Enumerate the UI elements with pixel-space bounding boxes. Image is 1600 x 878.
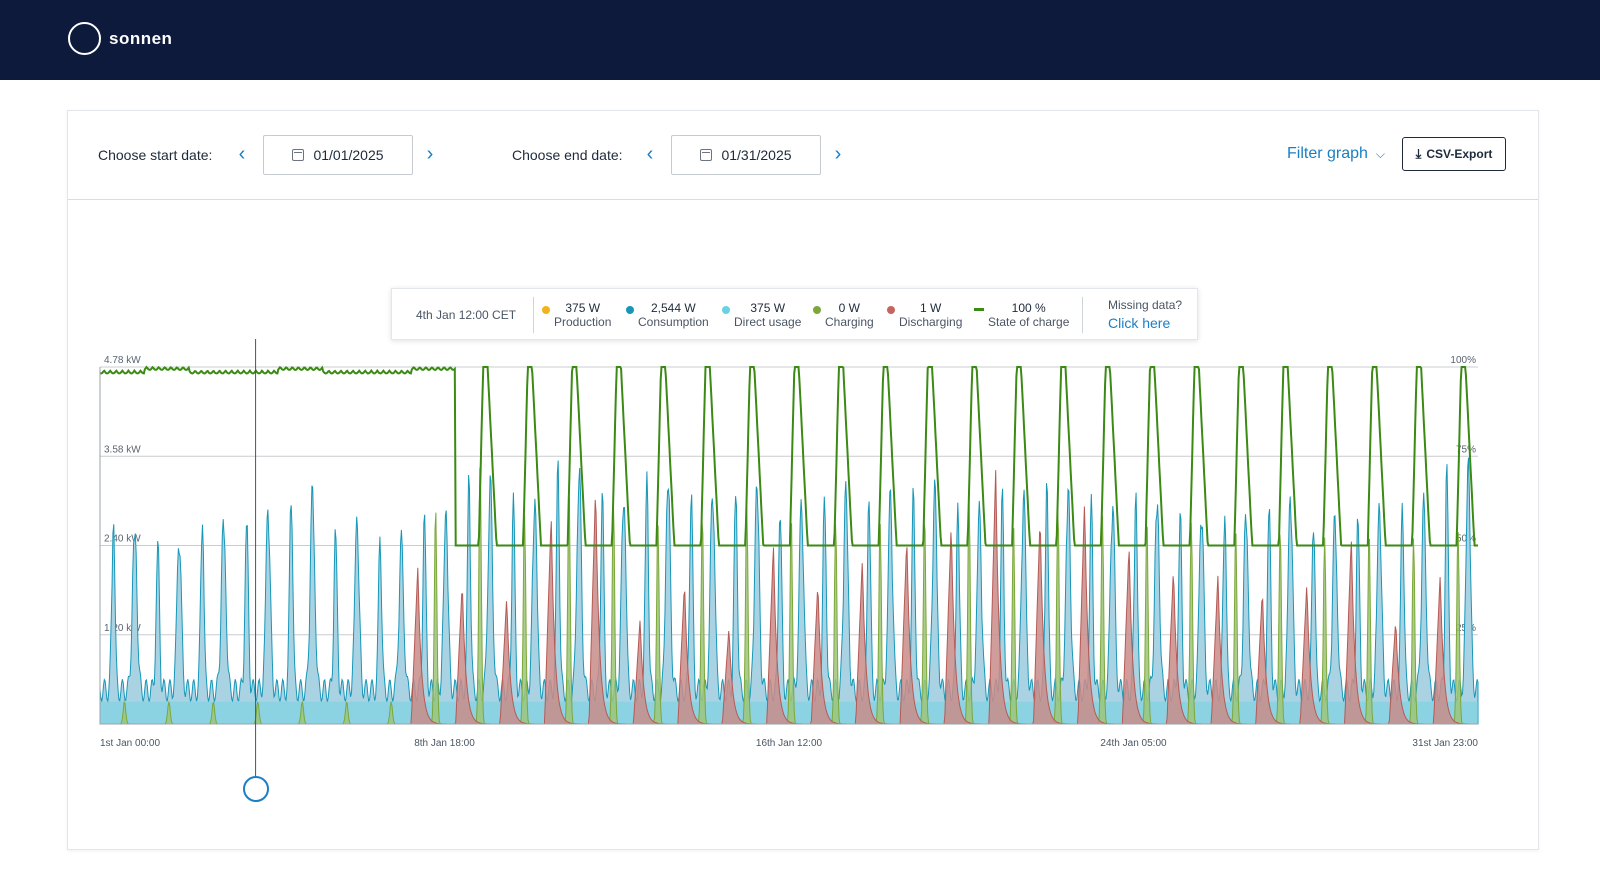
- discharging-dot-icon: [887, 306, 895, 314]
- end-date-next-button[interactable]: ›: [834, 143, 842, 165]
- charging-dot-icon: [813, 306, 821, 314]
- csv-export-button[interactable]: ⤓ CSV-Export: [1402, 137, 1506, 171]
- direct-usage-label: Direct usage: [734, 315, 802, 329]
- brand-name: sonnen: [109, 28, 173, 48]
- logo-ring-icon: [68, 22, 101, 55]
- y-axis-left-tick: 4.78 kW: [104, 355, 141, 366]
- y-axis-left-tick: 3.58 kW: [104, 444, 141, 455]
- chevron-down-icon: ⌵: [1375, 146, 1386, 161]
- production-value: 375 W: [565, 301, 601, 315]
- divider: [533, 297, 534, 333]
- tooltip-timestamp: 4th Jan 12:00 CET: [416, 308, 517, 322]
- legend-item-discharging: 1 W Discharging: [887, 301, 963, 329]
- y-axis-right-tick: 100%: [1450, 355, 1476, 366]
- end-date-picker[interactable]: 01/31/2025: [671, 135, 821, 175]
- consumption-value: 2,544 W: [651, 301, 696, 315]
- state-of-charge-line: [99, 365, 1478, 547]
- consumption-dot-icon: [626, 306, 634, 314]
- x-axis-tick: 16th Jan 12:00: [756, 738, 823, 749]
- calendar-icon: [700, 149, 713, 161]
- end-date-value: 01/31/2025: [721, 147, 792, 163]
- end-date-label: Choose end date:: [512, 147, 623, 163]
- x-axis-tick: 8th Jan 18:00: [414, 738, 475, 749]
- state-of-charge-value: 100 %: [1011, 301, 1046, 315]
- production-label: Production: [554, 315, 612, 329]
- download-icon: ⤓: [1415, 146, 1422, 161]
- x-axis-tick: 24th Jan 05:00: [1100, 738, 1167, 749]
- graph-controls-bar: Choose start date: ‹ 01/01/2025 › Choose…: [68, 111, 1538, 200]
- x-axis-tick: 1st Jan 00:00: [100, 738, 160, 749]
- legend-item-production: 375 W Production: [542, 301, 612, 329]
- legend-item-consumption: 2,544 W Consumption: [626, 301, 709, 329]
- charging-label: Charging: [825, 315, 874, 329]
- top-navigation-bar: sonnen: [0, 0, 1600, 80]
- start-date-prev-button[interactable]: ‹: [238, 143, 246, 165]
- x-axis-tick: 31st Jan 23:00: [1412, 738, 1478, 749]
- start-date-picker[interactable]: 01/01/2025: [263, 135, 413, 175]
- y-axis-left-tick: 1.20 kW: [104, 623, 141, 634]
- missing-data-section: Missing data? Click here: [1108, 298, 1182, 331]
- direct-usage-dot-icon: [722, 306, 730, 314]
- discharging-value: 1 W: [920, 301, 942, 315]
- discharging-label: Discharging: [899, 315, 963, 329]
- chart-tooltip-legend: 4th Jan 12:00 CET 375 W Production 2,544…: [391, 288, 1198, 340]
- missing-data-question: Missing data?: [1108, 298, 1183, 312]
- energy-graph-card: Choose start date: ‹ 01/01/2025 › Choose…: [67, 110, 1539, 850]
- production-dot-icon: [542, 306, 550, 314]
- end-date-prev-button[interactable]: ‹: [646, 143, 654, 165]
- y-axis-left-tick: 2.40 kW: [104, 534, 141, 545]
- calendar-icon: [292, 149, 305, 161]
- missing-data-link[interactable]: Click here: [1108, 315, 1171, 331]
- energy-chart[interactable]: 0.00 kW0%1.20 kW25%2.40 kW50%3.58 kW75%4…: [68, 111, 1540, 851]
- time-cursor-handle[interactable]: [242, 776, 269, 802]
- filter-graph-dropdown[interactable]: Filter graph ⌵: [1287, 145, 1385, 163]
- legend-item-state-of-charge: 100 % State of charge: [974, 301, 1070, 329]
- charging-value: 0 W: [838, 301, 861, 315]
- legend-item-direct-usage: 375 W Direct usage: [722, 301, 802, 329]
- start-date-next-button[interactable]: ›: [426, 143, 434, 165]
- state-of-charge-line-icon: [974, 308, 984, 311]
- sonnen-logo[interactable]: sonnen: [68, 22, 172, 55]
- direct-usage-value: 375 W: [750, 301, 786, 315]
- divider: [1082, 297, 1083, 333]
- legend-item-charging: 0 W Charging: [813, 301, 874, 329]
- state-of-charge-label: State of charge: [988, 315, 1070, 329]
- start-date-value: 01/01/2025: [313, 147, 384, 163]
- y-axis-right-tick: 75%: [1456, 444, 1476, 455]
- consumption-label: Consumption: [638, 315, 709, 329]
- csv-export-label: CSV-Export: [1426, 147, 1493, 161]
- filter-graph-label: Filter graph: [1287, 145, 1368, 162]
- start-date-label: Choose start date:: [98, 147, 213, 163]
